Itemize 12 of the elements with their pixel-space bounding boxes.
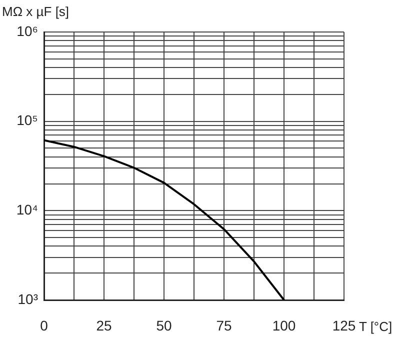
y-tick-label: 10⁵ (16, 112, 38, 128)
x-tick-label: 100 (272, 317, 296, 334)
x-axis-title: T [°C] (359, 319, 392, 334)
y-tick-label: 10⁶ (16, 22, 38, 39)
x-tick-label: 50 (156, 317, 172, 334)
x-tick-label: 125 (332, 317, 356, 334)
y-tick-label: 10³ (18, 290, 38, 307)
x-tick-label: 75 (216, 317, 232, 334)
y-tick-label: 10⁴ (16, 202, 38, 218)
y-axis-title: MΩ x µF [s] (2, 4, 70, 20)
x-tick-label: 0 (40, 317, 48, 334)
x-tick-label: 25 (96, 317, 112, 334)
